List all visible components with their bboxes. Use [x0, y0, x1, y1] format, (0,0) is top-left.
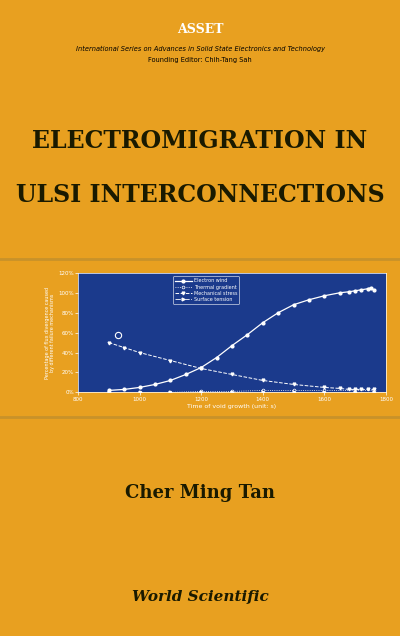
- Electron wind: [276, 309, 281, 317]
- Text: Founding Editor: Chih-Tang Sah: Founding Editor: Chih-Tang Sah: [148, 57, 252, 64]
- Electron wind: [338, 289, 342, 296]
- Mechanical stress: [260, 377, 265, 384]
- Legend: Electron wind, Thermal gradient, Mechanical stress, Surface tension: Electron wind, Thermal gradient, Mechani…: [173, 277, 239, 304]
- Surface tension: [230, 389, 234, 396]
- Surface tension: [291, 389, 296, 396]
- Y-axis label: Percentage of flux divergence caused
by different failure mechanisms: Percentage of flux divergence caused by …: [45, 287, 56, 378]
- Electron wind: [359, 286, 364, 294]
- Mechanical stress: [199, 364, 204, 372]
- Electron wind: [371, 286, 376, 294]
- Electron wind: [183, 371, 188, 378]
- Thermal gradient: [106, 389, 111, 396]
- Mechanical stress: [122, 344, 126, 352]
- Line: Mechanical stress: Mechanical stress: [108, 341, 375, 391]
- Thermal gradient: [137, 389, 142, 396]
- Thermal gradient: [260, 387, 265, 394]
- Surface tension: [168, 389, 173, 396]
- Electron wind: [199, 364, 204, 371]
- Text: ELECTROMIGRATION IN: ELECTROMIGRATION IN: [32, 128, 368, 153]
- Mechanical stress: [230, 371, 234, 378]
- Electron wind: [168, 377, 173, 384]
- Text: ULSI INTERCONNECTIONS: ULSI INTERCONNECTIONS: [16, 183, 384, 207]
- Electron wind: [122, 385, 126, 393]
- Thermal gradient: [371, 387, 376, 394]
- Electron wind: [245, 331, 250, 338]
- Electron wind: [291, 301, 296, 308]
- Surface tension: [137, 389, 142, 396]
- Mechanical stress: [371, 385, 376, 393]
- Thermal gradient: [291, 387, 296, 394]
- Mechanical stress: [365, 385, 370, 393]
- Surface tension: [371, 389, 376, 396]
- Mechanical stress: [168, 357, 173, 364]
- Electron wind: [306, 296, 311, 303]
- Text: Cher Ming Tan: Cher Ming Tan: [125, 485, 275, 502]
- Mechanical stress: [338, 385, 342, 392]
- Electron wind: [260, 319, 265, 326]
- Electron wind: [365, 285, 370, 293]
- Electron wind: [137, 384, 142, 391]
- Electron wind: [347, 288, 352, 296]
- Thermal gradient: [199, 387, 204, 395]
- Electron wind: [353, 287, 358, 294]
- Surface tension: [106, 389, 111, 396]
- Electron wind: [230, 342, 234, 349]
- Line: Electron wind: Electron wind: [108, 286, 375, 392]
- Electron wind: [322, 292, 327, 300]
- Thermal gradient: [322, 387, 327, 394]
- Line: Thermal gradient: Thermal gradient: [108, 389, 375, 394]
- Mechanical stress: [359, 385, 364, 393]
- Mechanical stress: [106, 339, 111, 347]
- Surface tension: [199, 389, 204, 396]
- Line: Surface tension: Surface tension: [108, 391, 375, 394]
- Mechanical stress: [291, 380, 296, 388]
- Surface tension: [322, 389, 327, 396]
- Electron wind: [368, 284, 373, 292]
- Thermal gradient: [230, 387, 234, 395]
- Mechanical stress: [137, 349, 142, 356]
- Text: ASSET: ASSET: [177, 23, 223, 36]
- Mechanical stress: [353, 385, 358, 393]
- Electron wind: [214, 354, 219, 361]
- Surface tension: [353, 389, 358, 396]
- Text: World Scientific: World Scientific: [132, 590, 268, 604]
- Electron wind: [106, 387, 111, 394]
- Mechanical stress: [322, 384, 327, 391]
- Surface tension: [260, 389, 265, 396]
- Thermal gradient: [168, 389, 173, 396]
- X-axis label: Time of void growth (unit: s): Time of void growth (unit: s): [188, 404, 276, 410]
- Text: International Series on Advances in Solid State Electronics and Technology: International Series on Advances in Soli…: [76, 46, 324, 52]
- Thermal gradient: [353, 387, 358, 394]
- Electron wind: [152, 380, 157, 388]
- Mechanical stress: [347, 385, 352, 393]
